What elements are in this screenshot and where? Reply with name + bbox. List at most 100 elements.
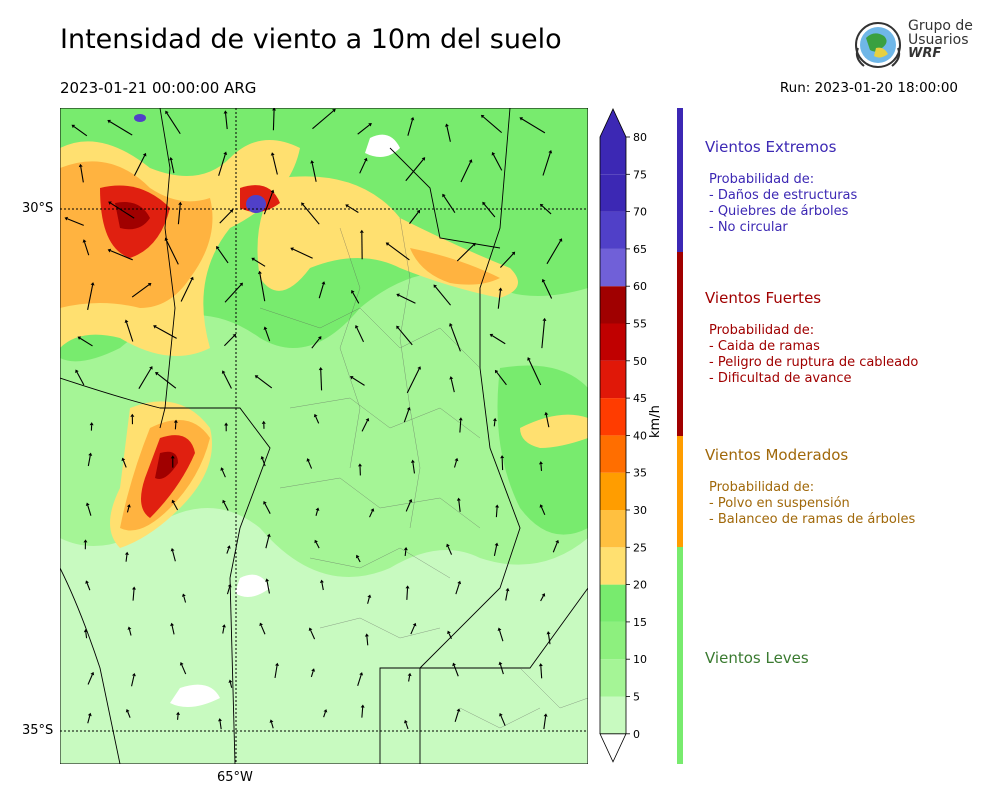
logo-line-2: Usuarios bbox=[908, 32, 969, 48]
wind-arrow-head bbox=[78, 163, 83, 168]
wind-arrow-head bbox=[179, 662, 184, 666]
wind-arrow bbox=[410, 625, 416, 635]
wind-arrow bbox=[459, 420, 462, 433]
wind-arrow-head bbox=[269, 719, 274, 723]
wind-arrow-head bbox=[519, 117, 524, 121]
wind-arrow bbox=[497, 290, 501, 309]
wind-arrow bbox=[222, 627, 225, 634]
wind-arrow bbox=[83, 241, 90, 256]
wind-arrow-head bbox=[90, 282, 95, 286]
colorbar-band bbox=[600, 584, 626, 622]
wind-arrow-head bbox=[257, 270, 262, 275]
wind-arrow-head bbox=[218, 718, 222, 722]
wind-arrow-head bbox=[351, 289, 355, 294]
wind-arrow-head bbox=[498, 287, 503, 291]
wind-arrow bbox=[315, 542, 320, 549]
wind-arrow bbox=[177, 204, 181, 225]
wind-arrow-head bbox=[410, 116, 415, 121]
wind-arrow-head bbox=[495, 504, 500, 508]
wind-arrow-head bbox=[170, 622, 175, 627]
wind-arrow bbox=[264, 503, 271, 514]
wind-arrow-head bbox=[126, 504, 131, 508]
wind-arrow bbox=[505, 590, 509, 601]
category-bar-strong bbox=[677, 252, 683, 436]
wind-arrow-head bbox=[511, 251, 516, 256]
wind-arrow-head bbox=[228, 679, 233, 683]
wind-arrow-head bbox=[173, 419, 178, 423]
wind-arrow bbox=[110, 202, 135, 219]
wind-arrow-head bbox=[83, 539, 88, 543]
wind-arrow bbox=[133, 155, 146, 176]
wind-arrow bbox=[157, 373, 177, 389]
category-moderate-title: Vientos Moderados bbox=[705, 446, 849, 464]
colorbar-tick-label: 15 bbox=[633, 616, 647, 629]
category-extreme-line: Probabilidad de: bbox=[709, 172, 815, 187]
category-extreme: Vientos Extremos Probabilidad de: - Daño… bbox=[705, 138, 857, 236]
wind-arrow bbox=[263, 192, 273, 215]
wind-arrow-head bbox=[364, 633, 369, 637]
wind-arrow bbox=[496, 371, 507, 386]
wind-arrow bbox=[540, 506, 546, 516]
wrf-logo-icon bbox=[855, 22, 901, 68]
wind-arrow-head bbox=[223, 151, 228, 155]
wind-arrow-head bbox=[396, 293, 400, 298]
wind-arrow-head bbox=[147, 282, 152, 287]
wind-arrow bbox=[171, 625, 175, 635]
wind-arrow bbox=[80, 166, 84, 183]
wind-arrow-head bbox=[480, 114, 485, 119]
wind-arrow bbox=[256, 376, 273, 389]
wind-arrow bbox=[302, 204, 320, 225]
wind-arrow-head bbox=[314, 539, 318, 544]
wind-arrow-head bbox=[310, 160, 315, 164]
wind-arrow bbox=[221, 469, 226, 478]
wind-arrow-head bbox=[77, 336, 82, 340]
wind-arrow-head bbox=[458, 417, 463, 421]
wind-arrow-head bbox=[124, 551, 129, 556]
colorbar-band bbox=[600, 286, 626, 324]
calm-zone-2 bbox=[235, 574, 270, 597]
wind-arrow-head bbox=[265, 578, 270, 582]
wind-arrow bbox=[312, 110, 334, 130]
wind-arrow bbox=[87, 284, 94, 310]
wind-arrow-head bbox=[332, 108, 336, 113]
wind-arrow bbox=[454, 711, 459, 722]
wind-arrow bbox=[224, 284, 242, 303]
wind-zone-orange-c bbox=[410, 248, 500, 285]
lon-label-65w: 65°W bbox=[217, 770, 253, 785]
wind-arrow-head bbox=[497, 627, 502, 631]
colorbar-tick-label: 55 bbox=[633, 318, 647, 331]
wind-arrow bbox=[86, 582, 91, 591]
wind-arrow-head bbox=[442, 193, 446, 198]
wind-arrow-head bbox=[131, 672, 136, 677]
wind-arrow-head bbox=[89, 422, 94, 426]
wind-arrow bbox=[110, 250, 133, 261]
wind-arrow-head bbox=[313, 413, 318, 418]
wind-arrow-head bbox=[266, 533, 271, 538]
wind-arrow-head bbox=[355, 324, 359, 329]
wind-arrow bbox=[407, 119, 413, 136]
lat-label-35s: 35°S bbox=[22, 723, 54, 738]
category-strong-line: - Dificultad de avance bbox=[709, 371, 852, 386]
wind-arrow-head bbox=[367, 594, 372, 598]
wind-arrow-head bbox=[538, 663, 543, 667]
wind-arrow bbox=[259, 273, 266, 302]
colorbar-tick-label: 20 bbox=[633, 579, 647, 592]
wind-arrow bbox=[226, 586, 231, 595]
wind-arrow-head bbox=[358, 463, 363, 467]
category-moderate: Vientos Moderados Probabilidad de: - Pol… bbox=[705, 446, 915, 528]
wind-zone-yellow-e bbox=[520, 414, 588, 448]
wind-arrow bbox=[499, 664, 504, 675]
category-extreme-line: - No circular bbox=[709, 220, 788, 235]
wind-arrow-head bbox=[169, 157, 174, 161]
wind-arrow-head bbox=[359, 672, 364, 676]
grid-lines bbox=[60, 108, 588, 764]
colorbar-band bbox=[600, 435, 626, 473]
wind-arrow bbox=[495, 507, 498, 518]
wind-arrow-head bbox=[108, 201, 112, 205]
wind-arrow bbox=[492, 154, 503, 171]
wind-arrow-head bbox=[482, 201, 486, 206]
wind-arrow bbox=[225, 113, 228, 130]
wind-arrow bbox=[323, 711, 326, 718]
wind-arrow-head bbox=[355, 554, 360, 559]
wind-arrow-head bbox=[319, 579, 324, 584]
